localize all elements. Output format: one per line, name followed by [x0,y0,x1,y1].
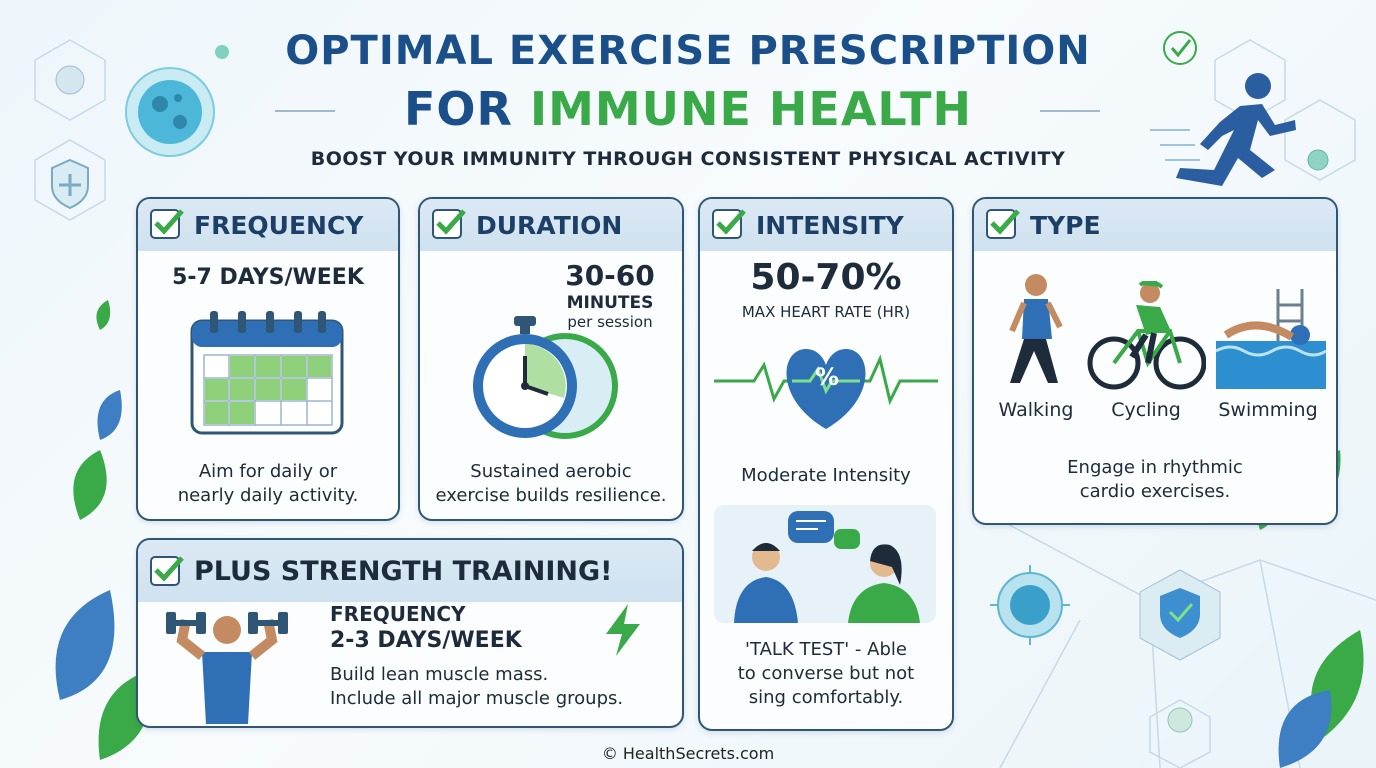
duration-value: 30-60 [565,259,655,292]
intensity-heading: INTENSITY [756,211,904,240]
duration-unit: MINUTES [566,293,654,313]
duration-desc-2: exercise builds resilience. [435,485,667,506]
type-activity-walking: Walking [998,399,1074,421]
check-icon [986,209,1020,239]
strength-card-header [138,540,682,602]
type-desc-1: Engage in rhythmic [1067,457,1243,478]
title-divider-right [1040,110,1100,112]
lightning-icon [606,604,640,656]
type-activity-cycling: Cycling [1111,399,1181,421]
intensity-card: INTENSITY 50-70% MAX HEART RATE (HR) % M… [698,197,954,731]
type-heading: TYPE [1030,211,1101,240]
duration-card-header [420,199,682,251]
type-desc-2: cardio exercises. [1079,481,1231,502]
duration-per-session: per session [567,313,653,331]
title-immune-health: IMMUNE HEALTH [529,82,973,136]
title-divider-left [275,110,335,112]
page-subtitle: BOOST YOUR IMMUNITY THROUGH CONSISTENT P… [310,148,1066,170]
chat-people-icon [714,505,936,623]
swimmer-icon [1216,289,1326,389]
intensity-card-header [700,199,952,251]
intensity-level: Moderate Intensity [741,465,911,486]
check-icon [432,209,466,239]
check-icon [150,556,184,586]
type-activity-swimming: Swimming [1218,399,1318,421]
strength-heading: PLUS STRENGTH TRAINING! [194,556,613,587]
talk-test-1: 'TALK TEST' - Able [745,639,907,660]
stopwatch-icon [473,316,618,439]
title-for: FOR [403,82,530,136]
duration-card: DURATION 30-60 MINUTES per session Susta… [418,197,684,521]
frequency-desc-2: nearly daily activity. [177,485,359,506]
type-card: TYPE Walking Cycling Swimming Engage in … [972,197,1338,525]
shield-plus-icon [51,158,89,210]
duration-desc-1: Sustained aerobic [470,461,632,482]
frequency-desc-1: Aim for daily or [198,461,338,482]
strength-desc-1: Build lean muscle mass. [330,664,549,685]
talk-test-3: sing comfortably. [748,687,904,708]
frequency-card: FREQUENCY 5-7 DAYS/WEEK Aim for daily or… [136,197,400,521]
dumbbell-person-icon [166,612,288,724]
cyclist-icon [1087,281,1206,390]
duration-heading: DURATION [476,211,623,240]
virus-icon [55,45,229,157]
calendar-icon [190,311,344,435]
heart-rate-icon [714,349,938,429]
frequency-card-header [138,199,398,251]
intensity-value: 50-70% [750,257,902,298]
strength-frequency-label: FREQUENCY [330,602,466,626]
strength-desc-2: Include all major muscle groups. [330,688,624,709]
page-title-line2: FOR IMMUNE HEALTH [0,82,1376,136]
frequency-value: 5-7 DAYS/WEEK [172,265,364,290]
talk-test-2: to converse but not [737,663,915,684]
frequency-heading: FREQUENCY [194,211,364,240]
footer-credit: © HealthSecrets.com [601,744,775,763]
intensity-unit: MAX HEART RATE (HR) [741,303,911,321]
strength-frequency-value: 2-3 DAYS/WEEK [330,628,522,653]
heart-percent-symbol: % [814,363,840,391]
page-title-line1: OPTIMAL EXERCISE PRESCRIPTION [285,28,1091,74]
check-icon [150,209,184,239]
type-card-header [974,199,1336,251]
check-badge-icon [1163,31,1197,65]
strength-card: PLUS STRENGTH TRAINING! FREQUENCY 2-3 DA… [136,538,684,728]
check-icon [712,209,746,239]
walker-icon [1009,274,1063,383]
runner-icon [1150,73,1296,186]
